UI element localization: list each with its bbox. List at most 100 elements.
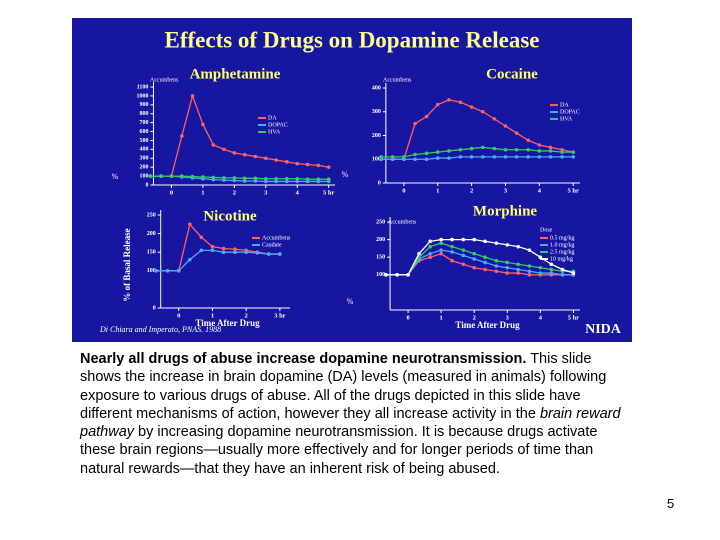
data-point xyxy=(483,260,487,265)
data-point xyxy=(469,155,474,159)
data-point xyxy=(549,271,554,275)
x-tick-label: 5 hr xyxy=(323,189,334,196)
data-point xyxy=(278,252,282,256)
data-point xyxy=(492,117,497,121)
chart-title: Cocaine xyxy=(486,66,538,82)
data-point xyxy=(232,151,237,155)
data-point xyxy=(505,265,510,270)
data-point xyxy=(264,156,268,161)
data-point xyxy=(516,267,520,272)
y-tick-label: 1000 xyxy=(136,93,148,99)
page-number: 5 xyxy=(667,496,675,511)
y-tick-label: 1100 xyxy=(137,84,149,90)
data-point xyxy=(176,269,181,273)
y-tick-label: 0 xyxy=(145,182,148,188)
chart-title: Morphine xyxy=(473,203,538,219)
data-point xyxy=(435,102,440,107)
data-point xyxy=(514,147,519,152)
data-point xyxy=(527,269,532,274)
data-point xyxy=(514,131,519,135)
y-axis-label: % xyxy=(112,172,119,181)
legend-label: HVA xyxy=(268,129,281,135)
x-axis-label: Time After Drug xyxy=(195,318,260,328)
data-point xyxy=(266,252,271,256)
data-point xyxy=(316,163,321,168)
data-point xyxy=(180,174,184,178)
legend-label: 10 mg/kg xyxy=(550,256,573,262)
data-point xyxy=(244,250,248,254)
series-line xyxy=(381,156,574,160)
data-point xyxy=(180,134,184,138)
data-point xyxy=(148,174,153,178)
data-point xyxy=(505,260,510,265)
y-tick-label: 100 xyxy=(376,272,385,278)
data-point xyxy=(424,157,429,162)
data-point xyxy=(458,147,463,152)
data-point xyxy=(390,155,395,159)
data-point xyxy=(548,145,553,150)
data-point xyxy=(406,273,410,277)
data-point xyxy=(274,179,278,184)
data-point xyxy=(450,244,454,249)
y-tick-label: 200 xyxy=(376,237,385,243)
x-tick-label: 1 xyxy=(211,312,214,319)
data-point xyxy=(274,176,278,181)
data-point xyxy=(461,262,466,267)
data-point xyxy=(199,235,204,240)
legend-label: 2.5 mg/kg xyxy=(550,249,574,255)
data-point xyxy=(190,174,195,179)
data-point xyxy=(571,150,576,154)
data-point xyxy=(447,149,451,153)
y-tick-label: 300 xyxy=(372,109,381,115)
data-point xyxy=(458,155,463,159)
data-point xyxy=(537,149,542,153)
data-point xyxy=(549,267,554,272)
data-point xyxy=(201,175,205,179)
data-point xyxy=(417,251,421,256)
data-point xyxy=(384,273,388,277)
data-point xyxy=(505,243,510,247)
y-tick-label: 100 xyxy=(139,173,148,179)
data-point xyxy=(461,248,466,252)
data-point xyxy=(222,147,226,152)
data-point xyxy=(424,114,429,119)
data-point xyxy=(503,124,508,128)
y-tick-label: 0 xyxy=(378,180,381,186)
data-point xyxy=(548,155,553,159)
data-point xyxy=(458,100,463,105)
data-point xyxy=(469,105,474,109)
data-point xyxy=(516,262,520,267)
data-point xyxy=(326,177,331,182)
data-point xyxy=(221,250,226,254)
data-point xyxy=(472,251,476,256)
data-point xyxy=(190,94,195,98)
x-tick-label: 0 xyxy=(177,312,180,319)
data-point xyxy=(450,237,454,242)
data-point xyxy=(210,244,215,249)
data-point xyxy=(527,273,532,277)
data-point xyxy=(253,176,258,181)
y-tick-label: 600 xyxy=(139,129,148,135)
data-point xyxy=(413,121,417,126)
series-line xyxy=(385,249,574,276)
series-line xyxy=(381,99,574,160)
y-tick-label: 500 xyxy=(139,138,148,144)
x-tick-label: 5 hr xyxy=(568,314,579,321)
x-tick-label: 1 xyxy=(440,314,443,321)
x-tick-label: 5 hr xyxy=(568,187,579,194)
y-axis-label: % xyxy=(342,170,349,179)
legend-label: HVA xyxy=(560,116,573,122)
chart-subtitle: Accumbens xyxy=(388,219,417,225)
data-point xyxy=(428,251,433,256)
data-point xyxy=(560,267,565,272)
legend-label: DOPAC xyxy=(560,109,580,115)
data-point xyxy=(428,239,433,244)
data-point xyxy=(233,247,237,252)
data-point xyxy=(424,151,429,156)
data-point xyxy=(222,176,226,180)
data-point xyxy=(188,222,192,227)
data-point xyxy=(316,177,321,182)
data-point xyxy=(242,179,247,183)
caption-text: This slide shows the increase in brain d… xyxy=(80,351,607,422)
data-point xyxy=(435,156,440,160)
